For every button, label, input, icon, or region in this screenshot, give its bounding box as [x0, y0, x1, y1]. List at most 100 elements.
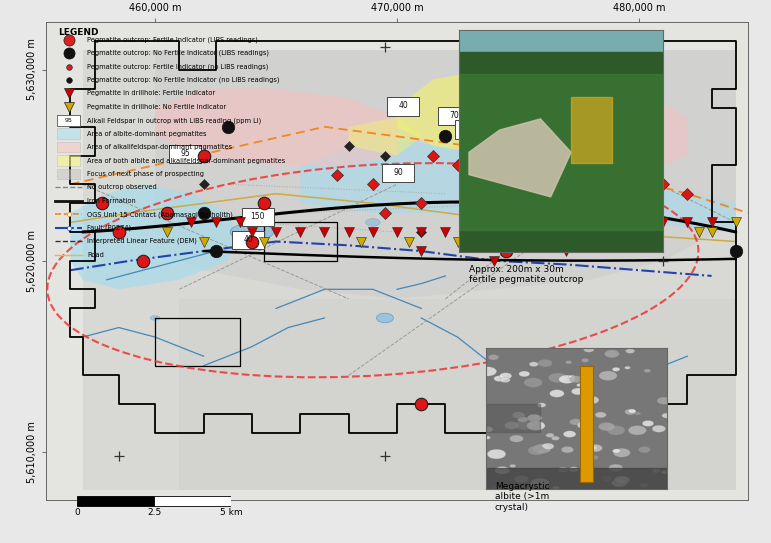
Ellipse shape	[577, 383, 583, 387]
Text: 90: 90	[393, 168, 403, 177]
Ellipse shape	[487, 449, 506, 459]
Text: 95: 95	[65, 118, 72, 123]
Ellipse shape	[638, 446, 651, 453]
Ellipse shape	[602, 476, 613, 481]
Polygon shape	[82, 50, 736, 490]
Ellipse shape	[564, 431, 576, 437]
Ellipse shape	[652, 469, 661, 473]
Ellipse shape	[512, 412, 525, 419]
Text: 0: 0	[74, 508, 80, 517]
Ellipse shape	[568, 375, 576, 379]
Ellipse shape	[577, 421, 592, 429]
Ellipse shape	[584, 445, 598, 451]
FancyBboxPatch shape	[170, 145, 201, 163]
Ellipse shape	[504, 422, 519, 429]
Text: Pegmatite outcrop: No Fertile Indicator (no LIBS readings): Pegmatite outcrop: No Fertile Indicator …	[87, 77, 279, 83]
Ellipse shape	[584, 447, 595, 453]
Ellipse shape	[614, 476, 630, 484]
Ellipse shape	[519, 371, 530, 377]
Ellipse shape	[491, 487, 499, 490]
Ellipse shape	[495, 466, 510, 474]
Ellipse shape	[588, 444, 602, 452]
Text: Focus of next phase of prospecting: Focus of next phase of prospecting	[87, 171, 204, 177]
FancyBboxPatch shape	[438, 106, 470, 125]
Ellipse shape	[527, 414, 542, 422]
Ellipse shape	[528, 446, 545, 455]
Ellipse shape	[376, 313, 393, 323]
FancyBboxPatch shape	[232, 231, 264, 249]
Ellipse shape	[612, 449, 621, 453]
Text: Road: Road	[87, 251, 104, 258]
Ellipse shape	[628, 426, 646, 435]
Ellipse shape	[500, 377, 510, 383]
Polygon shape	[494, 79, 688, 175]
Text: Interpreted Linear Feature (DEM): Interpreted Linear Feature (DEM)	[87, 238, 197, 244]
Text: No outcrop observed: No outcrop observed	[87, 185, 157, 191]
Ellipse shape	[662, 413, 672, 418]
Polygon shape	[155, 50, 736, 299]
Ellipse shape	[625, 349, 635, 353]
Ellipse shape	[538, 359, 552, 367]
Text: Iron Formation: Iron Formation	[87, 198, 136, 204]
Ellipse shape	[481, 426, 493, 432]
Ellipse shape	[500, 372, 512, 379]
Ellipse shape	[642, 420, 654, 426]
Ellipse shape	[584, 347, 594, 352]
Text: Pegmatite outcrop: Fertile Indicator (no LIBS readings): Pegmatite outcrop: Fertile Indicator (no…	[87, 64, 268, 70]
Text: LEGEND: LEGEND	[59, 28, 99, 37]
Ellipse shape	[530, 478, 549, 488]
Text: Alkali Feldspar in outcrop with LIBS reading (ppm Li): Alkali Feldspar in outcrop with LIBS rea…	[87, 117, 261, 123]
Ellipse shape	[570, 376, 583, 383]
FancyBboxPatch shape	[57, 115, 80, 126]
Bar	[57, 169, 79, 179]
Ellipse shape	[644, 369, 651, 372]
Polygon shape	[155, 89, 397, 165]
Bar	[580, 366, 593, 482]
Ellipse shape	[561, 446, 574, 453]
Text: 40: 40	[244, 235, 253, 244]
Ellipse shape	[598, 422, 614, 431]
Polygon shape	[70, 184, 240, 289]
Text: Fault (P0274): Fault (P0274)	[87, 225, 131, 231]
Ellipse shape	[510, 435, 524, 442]
FancyBboxPatch shape	[387, 97, 419, 116]
Ellipse shape	[639, 483, 648, 488]
Ellipse shape	[515, 420, 534, 430]
Text: 150: 150	[251, 212, 265, 221]
Ellipse shape	[517, 416, 528, 422]
Ellipse shape	[542, 443, 554, 450]
Text: 40: 40	[399, 102, 408, 110]
Ellipse shape	[657, 397, 671, 405]
Ellipse shape	[538, 450, 545, 453]
Ellipse shape	[571, 388, 584, 395]
Ellipse shape	[484, 436, 490, 439]
Text: Approx. 200m x 30m
fertile pegmatite outcrop: Approx. 200m x 30m fertile pegmatite out…	[469, 265, 584, 285]
Bar	[154, 496, 231, 506]
Ellipse shape	[518, 370, 542, 381]
Ellipse shape	[628, 409, 636, 413]
Text: 60: 60	[466, 124, 476, 133]
Text: Pegmatite outcrop: Fertile Indicator (LIBS readings): Pegmatite outcrop: Fertile Indicator (LI…	[87, 36, 258, 43]
Ellipse shape	[662, 471, 668, 474]
Ellipse shape	[608, 426, 625, 435]
Ellipse shape	[590, 455, 598, 459]
Text: 5 km: 5 km	[220, 508, 243, 517]
Ellipse shape	[150, 315, 160, 320]
Ellipse shape	[479, 367, 497, 376]
Ellipse shape	[625, 409, 636, 415]
Text: 95: 95	[180, 149, 190, 158]
Ellipse shape	[581, 358, 589, 362]
Text: Pegmatite in drillhole: No Fertile Indicator: Pegmatite in drillhole: No Fertile Indic…	[87, 104, 226, 110]
Ellipse shape	[595, 412, 606, 418]
Text: Area of alkalifeldspar-dominant pegmatites: Area of alkalifeldspar-dominant pegmatit…	[87, 144, 232, 150]
Polygon shape	[180, 299, 736, 490]
Ellipse shape	[611, 479, 628, 487]
Ellipse shape	[570, 419, 581, 425]
Text: Area of albite-dominant pegmatites: Area of albite-dominant pegmatites	[87, 131, 207, 137]
Text: OGS Unit 15 Contact (Abamasagi Batholith): OGS Unit 15 Contact (Abamasagi Batholith…	[87, 211, 233, 218]
Text: Pegmatite outcrop: No Fertile Indicator (LIBS readings): Pegmatite outcrop: No Fertile Indicator …	[87, 50, 269, 56]
FancyBboxPatch shape	[455, 120, 487, 138]
Polygon shape	[397, 70, 567, 155]
Ellipse shape	[613, 449, 630, 457]
Bar	[57, 129, 79, 139]
